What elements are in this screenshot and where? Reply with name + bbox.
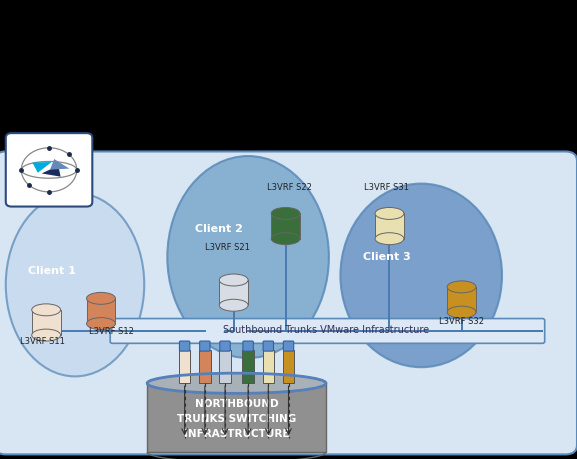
Ellipse shape bbox=[271, 233, 300, 245]
Bar bbox=[179, 350, 190, 383]
FancyBboxPatch shape bbox=[220, 341, 230, 351]
Text: L3VRF S21: L3VRF S21 bbox=[205, 243, 250, 252]
Bar bbox=[375, 213, 404, 239]
Ellipse shape bbox=[271, 207, 300, 219]
Ellipse shape bbox=[32, 329, 61, 341]
Bar bbox=[219, 280, 248, 305]
FancyBboxPatch shape bbox=[179, 341, 190, 351]
Text: NORTHBOUND
TRUNKS SWITCHING
INFRASTRUCTURE: NORTHBOUND TRUNKS SWITCHING INFRASTRUCTU… bbox=[177, 399, 296, 439]
Text: Southbound Trunks VMware Infrastructure: Southbound Trunks VMware Infrastructure bbox=[223, 325, 429, 336]
FancyBboxPatch shape bbox=[243, 341, 253, 351]
Bar bbox=[147, 383, 326, 452]
Bar bbox=[271, 213, 300, 239]
Ellipse shape bbox=[6, 193, 144, 376]
FancyBboxPatch shape bbox=[263, 341, 273, 351]
Bar bbox=[263, 350, 274, 383]
Bar bbox=[199, 350, 211, 383]
Ellipse shape bbox=[219, 274, 248, 286]
Bar bbox=[32, 310, 61, 335]
Ellipse shape bbox=[87, 318, 115, 330]
Text: L3VRF S31: L3VRF S31 bbox=[364, 183, 409, 192]
Ellipse shape bbox=[447, 306, 476, 318]
Polygon shape bbox=[32, 162, 52, 173]
Text: L3VRF S12: L3VRF S12 bbox=[89, 327, 134, 336]
FancyBboxPatch shape bbox=[200, 341, 210, 351]
Ellipse shape bbox=[32, 304, 61, 316]
Ellipse shape bbox=[219, 299, 248, 311]
Ellipse shape bbox=[447, 281, 476, 293]
Text: L3VRF S22: L3VRF S22 bbox=[267, 183, 312, 192]
Bar bbox=[283, 350, 294, 383]
Text: L3VRF S11: L3VRF S11 bbox=[20, 337, 65, 347]
Bar bbox=[87, 298, 115, 324]
Text: Client 1: Client 1 bbox=[28, 266, 76, 276]
Ellipse shape bbox=[375, 207, 404, 219]
FancyBboxPatch shape bbox=[110, 319, 545, 343]
Ellipse shape bbox=[375, 233, 404, 245]
Polygon shape bbox=[50, 159, 69, 170]
Text: Client 3: Client 3 bbox=[363, 252, 410, 262]
Text: Client 2: Client 2 bbox=[196, 224, 243, 235]
FancyBboxPatch shape bbox=[0, 151, 577, 454]
Polygon shape bbox=[42, 166, 61, 177]
Text: L3VRF S32: L3VRF S32 bbox=[439, 317, 484, 326]
Bar bbox=[242, 350, 254, 383]
Bar bbox=[447, 287, 476, 312]
Bar bbox=[219, 350, 231, 383]
Ellipse shape bbox=[167, 156, 329, 358]
Ellipse shape bbox=[87, 292, 115, 304]
FancyBboxPatch shape bbox=[6, 133, 92, 207]
FancyBboxPatch shape bbox=[283, 341, 294, 351]
Ellipse shape bbox=[340, 184, 502, 367]
Ellipse shape bbox=[147, 373, 326, 393]
